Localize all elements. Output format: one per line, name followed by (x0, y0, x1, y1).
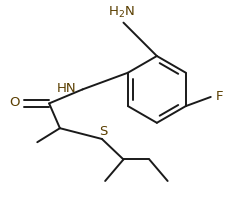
Text: F: F (216, 90, 224, 103)
Text: H$_2$N: H$_2$N (108, 5, 135, 20)
Text: O: O (10, 97, 20, 110)
Text: HN: HN (56, 82, 76, 95)
Text: S: S (99, 125, 107, 138)
